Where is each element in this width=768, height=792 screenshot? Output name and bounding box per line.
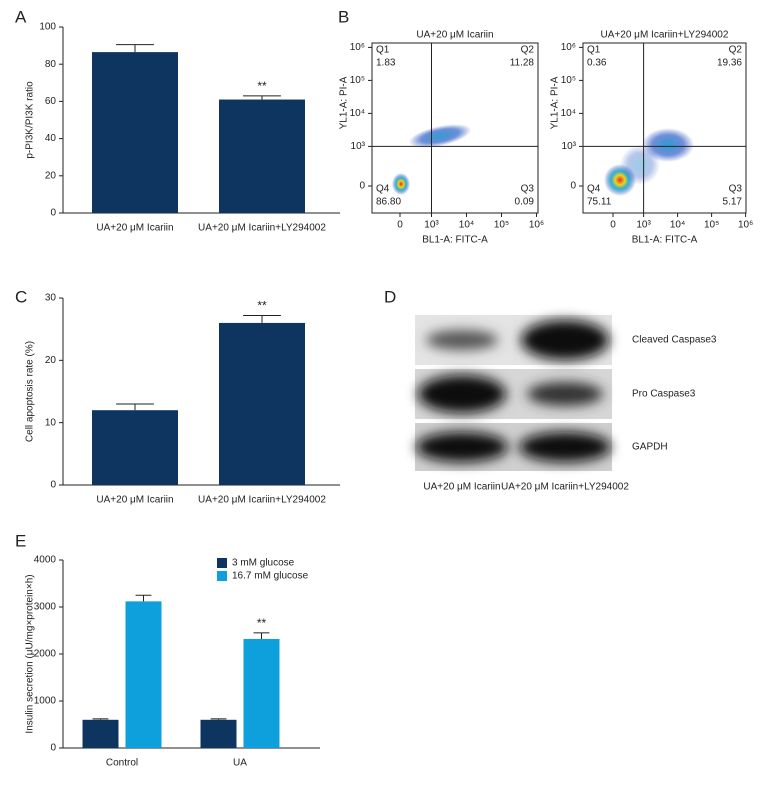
blot-row-label: Cleaved Caspase3 bbox=[632, 335, 717, 346]
quadrant-percent: 19.36 bbox=[717, 58, 742, 69]
x-tick-label: UA+20 μM Icariin+LY294002 bbox=[198, 495, 326, 506]
y-tick-label: 100 bbox=[39, 22, 56, 33]
plot-frame bbox=[582, 42, 747, 214]
quadrant-percent: 1.83 bbox=[376, 58, 396, 69]
x-tick-label: 10³ bbox=[636, 220, 651, 231]
y-tick-label: 80 bbox=[45, 59, 57, 70]
x-tick-label: 10⁵ bbox=[494, 220, 509, 231]
quadrant-name: Q3 bbox=[729, 184, 743, 195]
quadrant-percent: 5.17 bbox=[723, 197, 743, 208]
bar bbox=[200, 719, 237, 748]
panel-letter: D bbox=[384, 287, 396, 306]
quadrant-name: Q3 bbox=[521, 184, 535, 195]
legend-label: 3 mM glucose bbox=[232, 558, 295, 569]
panel-letter: A bbox=[15, 7, 27, 26]
quadrant-name: Q1 bbox=[587, 45, 601, 56]
y-axis-label: Cell apoptosis rate (%) bbox=[25, 341, 36, 442]
y-tick-label: 20 bbox=[45, 355, 57, 366]
significance: ** bbox=[257, 616, 267, 630]
blot-row-label: GAPDH bbox=[632, 442, 668, 453]
x-tick-label: 10⁵ bbox=[704, 220, 719, 231]
y-tick-label: 20 bbox=[45, 170, 57, 181]
panel-letter: E bbox=[15, 531, 26, 550]
y-tick-label: 0 bbox=[50, 208, 56, 219]
bar bbox=[125, 601, 162, 748]
plot-title: UA+20 μM Icariin bbox=[416, 30, 493, 41]
significance: ** bbox=[257, 79, 267, 93]
y-tick-label: 10³ bbox=[351, 141, 366, 152]
flow-density bbox=[392, 124, 694, 196]
y-tick-label: 10⁴ bbox=[350, 108, 365, 119]
legend-label: 16.7 mM glucose bbox=[232, 571, 309, 582]
y-tick-label: 10⁴ bbox=[561, 108, 576, 119]
quadrant-percent: 75.11 bbox=[587, 197, 612, 208]
y-tick-label: 10⁶ bbox=[350, 42, 365, 53]
quadrant-name: Q4 bbox=[587, 184, 601, 195]
blot-lane-label: UA+20 μM Icariin bbox=[423, 482, 500, 493]
bar bbox=[92, 52, 178, 213]
y-tick-label: 10⁵ bbox=[350, 75, 365, 86]
x-tick-label: 10⁶ bbox=[738, 220, 753, 231]
plot-title: UA+20 μM Icariin+LY294002 bbox=[601, 30, 729, 41]
y-tick-label: 1000 bbox=[34, 696, 57, 707]
legend-swatch bbox=[217, 558, 227, 568]
y-axis-label: p-PI3K/PI3K ratio bbox=[25, 81, 36, 159]
x-tick-label: 10⁴ bbox=[459, 220, 474, 231]
quadrant-percent: 0.36 bbox=[587, 58, 607, 69]
y-axis-label: Insulin secretion (μU/mg×protein×h) bbox=[25, 574, 36, 733]
y-tick-label: 0 bbox=[50, 743, 56, 754]
bar bbox=[92, 410, 178, 485]
y-tick-label: 30 bbox=[45, 293, 57, 304]
y-tick-label: 10 bbox=[45, 417, 57, 428]
x-tick-label: 10⁶ bbox=[529, 220, 544, 231]
quadrant-percent: 86.80 bbox=[376, 197, 401, 208]
y-tick-label: 10⁶ bbox=[561, 42, 576, 53]
y-tick-label: 0 bbox=[570, 181, 576, 192]
blot bbox=[415, 315, 612, 471]
x-tick-label: 10³ bbox=[424, 220, 439, 231]
plot-frame bbox=[371, 42, 539, 214]
y-tick-label: 3000 bbox=[34, 602, 57, 613]
y-tick-label: 40 bbox=[45, 133, 57, 144]
x-tick-label: UA+20 μM Icariin+LY294002 bbox=[198, 223, 326, 234]
bar bbox=[243, 638, 280, 748]
blot-lane-label: UA+20 μM Icariin+LY294002 bbox=[501, 482, 629, 493]
y-tick-label: 4000 bbox=[34, 555, 57, 566]
y-tick-label: 2000 bbox=[34, 649, 57, 660]
quadrant-name: Q1 bbox=[376, 45, 390, 56]
significance: ** bbox=[257, 299, 267, 313]
x-tick-label: 10⁴ bbox=[670, 220, 685, 231]
bar bbox=[219, 99, 305, 213]
x-axis-label: BL1-A: FITC-A bbox=[632, 235, 698, 246]
y-tick-label: 10⁵ bbox=[561, 75, 576, 86]
legend-swatch bbox=[217, 571, 227, 581]
quadrant-name: Q2 bbox=[521, 45, 535, 56]
panel-letter: B bbox=[338, 7, 349, 26]
y-tick-label: 0 bbox=[50, 480, 56, 491]
blot-row-label: Pro Caspase3 bbox=[632, 389, 696, 400]
y-axis-label: YL1-A: PI-A bbox=[550, 76, 561, 129]
x-tick-label: UA+20 μM Icariin bbox=[96, 223, 173, 234]
quadrant-name: Q4 bbox=[376, 184, 390, 195]
x-tick-label: 0 bbox=[610, 220, 616, 231]
x-tick-label: UA bbox=[233, 758, 247, 769]
quadrant-percent: 0.09 bbox=[515, 197, 535, 208]
x-tick-label: Control bbox=[106, 758, 138, 769]
x-axis-label: BL1-A: FITC-A bbox=[422, 235, 488, 246]
quadrant-name: Q2 bbox=[729, 45, 743, 56]
x-tick-label: UA+20 μM Icariin bbox=[96, 495, 173, 506]
bar bbox=[82, 719, 119, 748]
y-axis-label: YL1-A: PI-A bbox=[339, 76, 350, 129]
panel-letter: C bbox=[15, 287, 27, 306]
quadrant-percent: 11.28 bbox=[510, 58, 535, 69]
y-tick-label: 60 bbox=[45, 96, 57, 107]
y-tick-label: 10³ bbox=[562, 141, 577, 152]
x-tick-label: 0 bbox=[397, 220, 403, 231]
y-tick-label: 0 bbox=[359, 181, 365, 192]
bar bbox=[219, 322, 305, 485]
